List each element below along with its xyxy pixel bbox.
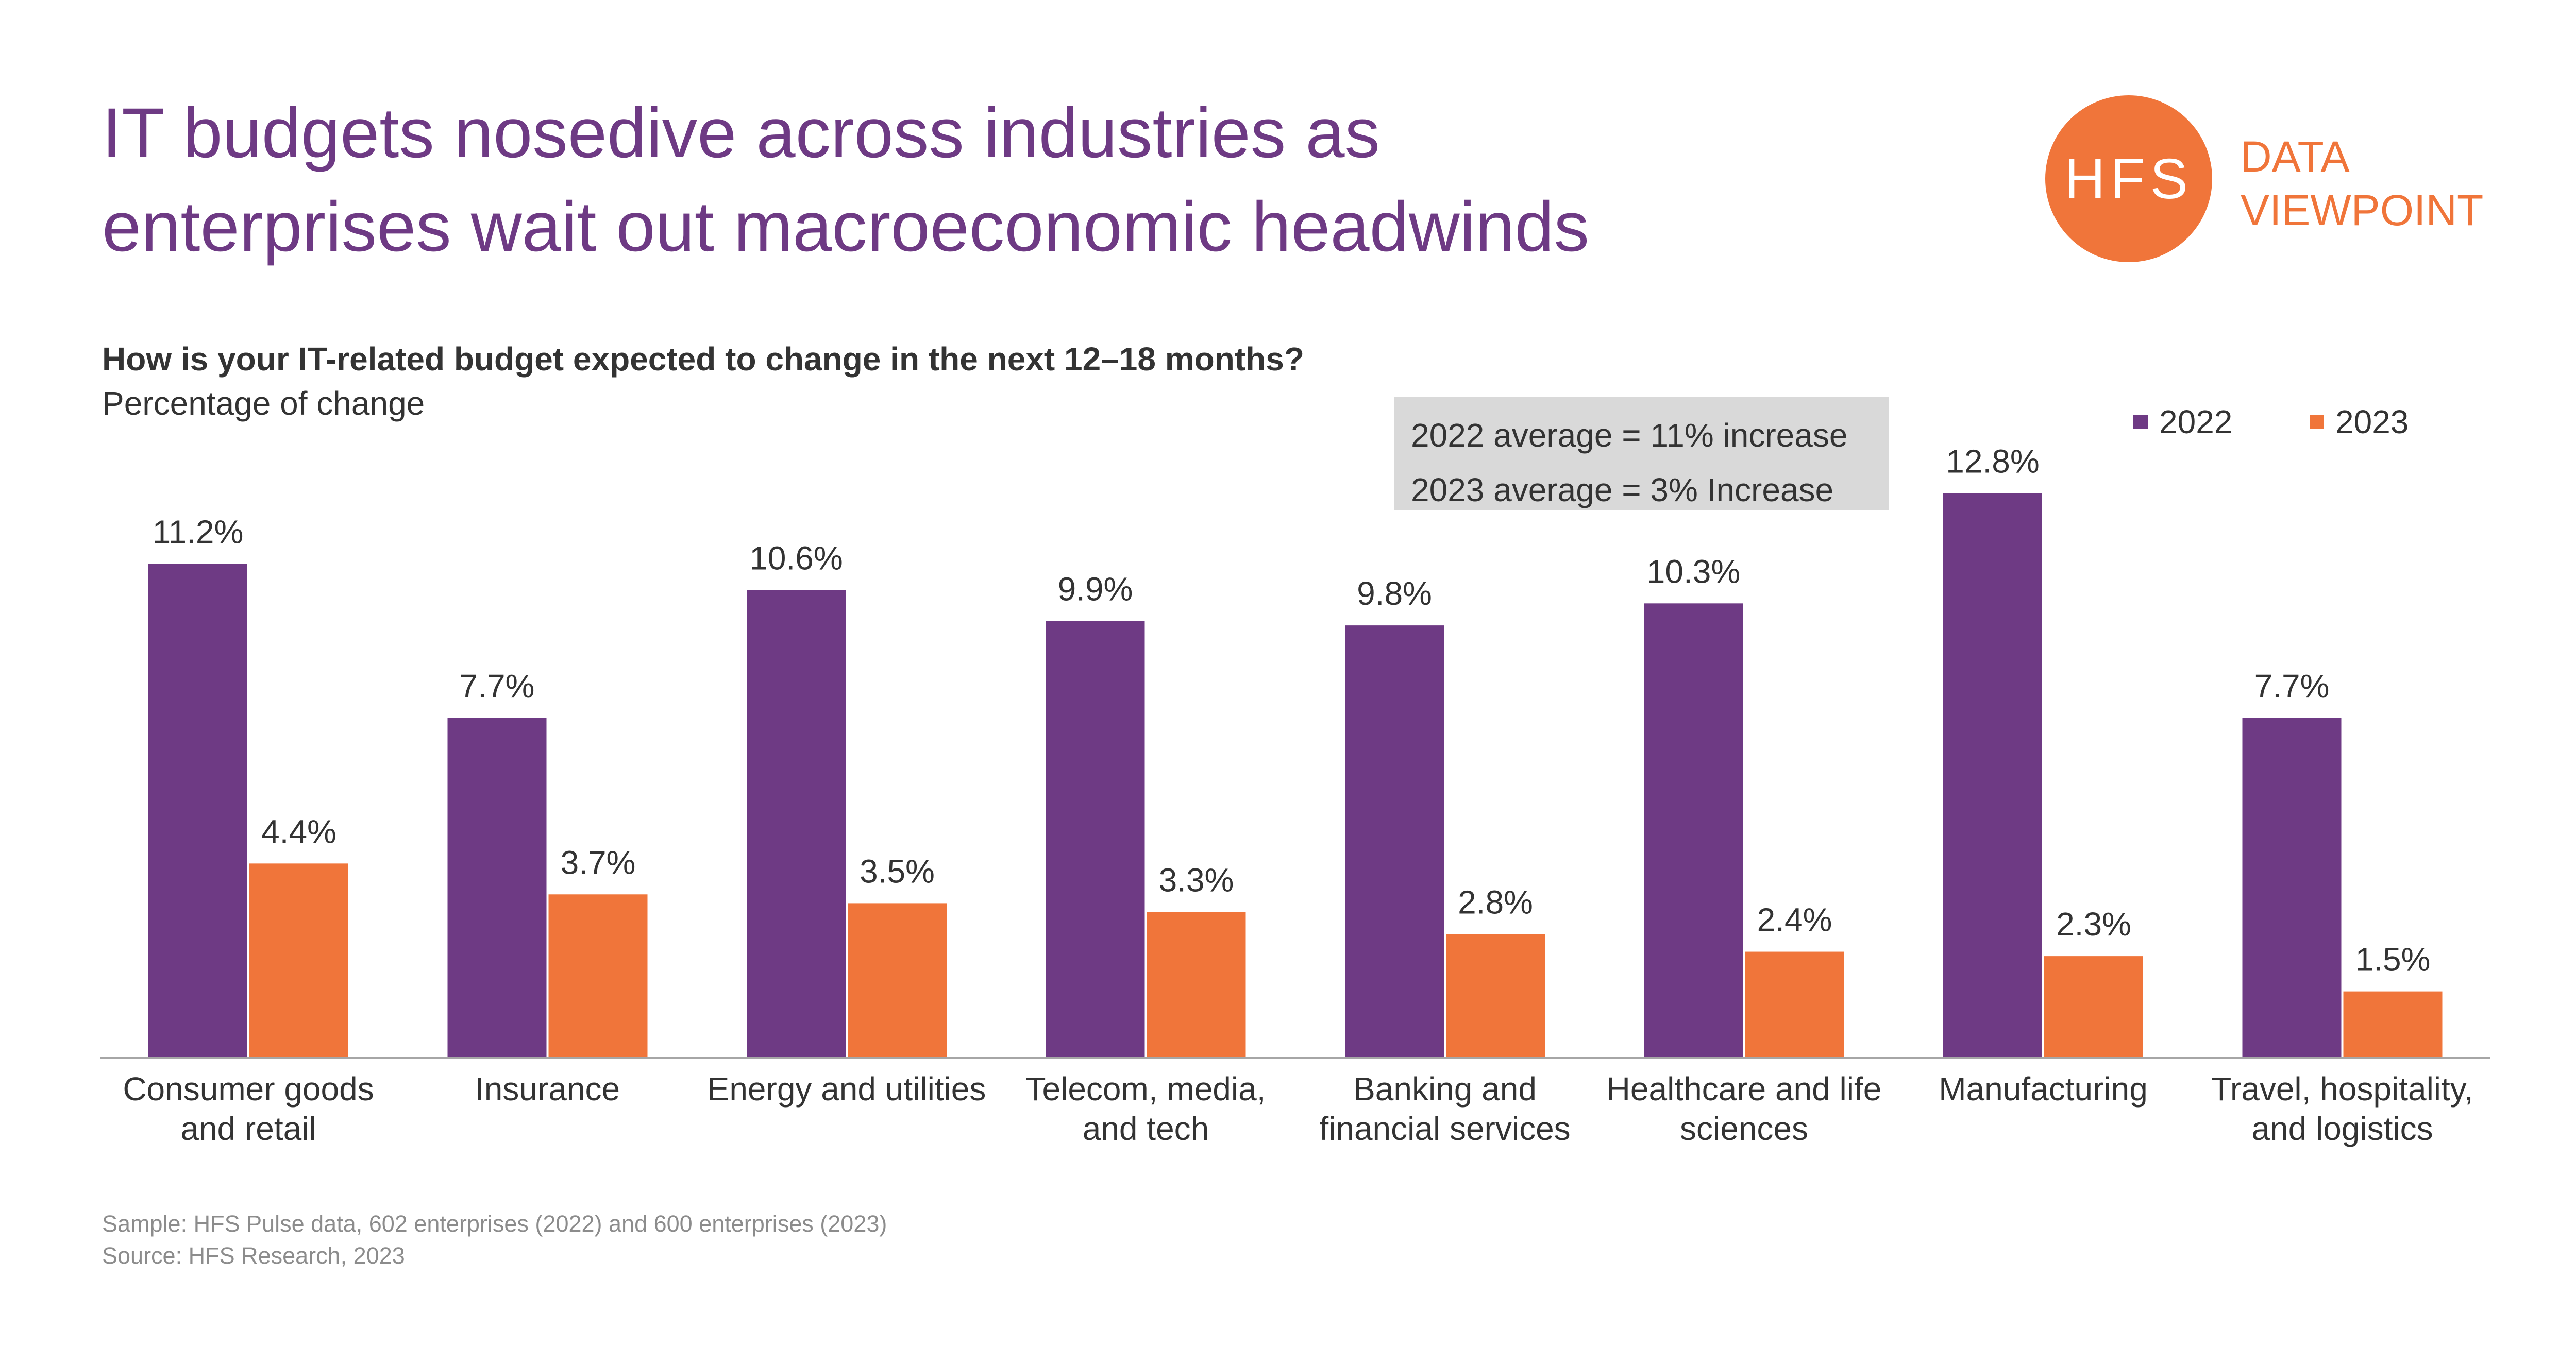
page-title: IT budgets nosedive across industries as…	[102, 87, 1957, 274]
category-label-6-0: Manufacturing	[1939, 1070, 2148, 1108]
bar-2023-7	[2343, 991, 2443, 1058]
category-label-5-1: sciences	[1680, 1110, 1808, 1147]
bar-value-label-2022-5: 10.3%	[1647, 553, 1740, 590]
bar-2022-7	[2242, 718, 2342, 1058]
bar-2023-1	[548, 894, 648, 1058]
bar-2022-1	[447, 718, 547, 1058]
category-label-3-0: Telecom, media,	[1026, 1070, 1266, 1108]
chart-footer: Sample: HFS Pulse data, 602 enterprises …	[102, 1208, 887, 1272]
bar-2023-2	[848, 903, 947, 1058]
category-label-4-0: Banking and	[1353, 1070, 1537, 1108]
bar-2022-4	[1345, 625, 1444, 1058]
bar-2022-5	[1644, 603, 1743, 1058]
legend-item-2023: 2023	[2310, 403, 2409, 441]
average-2022: 2022 average = 11% increase	[1411, 417, 1848, 454]
bar-value-label-2022-2: 10.6%	[749, 540, 843, 577]
bar-2023-5	[1745, 951, 1844, 1058]
legend-swatch-2022	[2133, 415, 2148, 429]
category-label-7-1: and logistics	[2251, 1110, 2433, 1147]
legend-label-2022: 2022	[2159, 403, 2233, 440]
bar-2023-6	[2044, 956, 2143, 1058]
sample-note: Sample: HFS Pulse data, 602 enterprises …	[102, 1211, 887, 1237]
legend-item-2022: 2022	[2133, 403, 2232, 441]
bar-2023-4	[1446, 934, 1545, 1058]
bar-value-label-2023-5: 2.4%	[1757, 901, 1832, 939]
average-callout: 2022 average = 11% increase 2023 average…	[1394, 397, 1889, 510]
legend-label-2023: 2023	[2335, 403, 2409, 440]
data-viewpoint-label: DATA VIEWPOINT	[2241, 130, 2483, 237]
title-line-1: IT budgets nosedive across industries as	[102, 94, 1380, 173]
bar-value-label-2022-1: 7.7%	[460, 668, 535, 705]
bar-value-label-2023-0: 4.4%	[261, 813, 336, 850]
category-label-5-0: Healthcare and life	[1607, 1070, 1882, 1108]
hfs-logo-mark: HFS	[2064, 147, 2193, 211]
bar-value-label-2022-0: 11.2%	[153, 513, 244, 550]
bar-value-label-2023-7: 1.5%	[2355, 941, 2431, 978]
chart-subtitle: Percentage of change	[102, 385, 425, 422]
bar-2022-2	[747, 590, 846, 1058]
bar-2022-3	[1046, 621, 1145, 1058]
bar-value-label-2023-6: 2.3%	[2056, 906, 2131, 943]
bar-2023-0	[249, 863, 348, 1058]
category-label-4-1: financial services	[1319, 1110, 1570, 1147]
bar-value-label-2022-3: 9.9%	[1058, 571, 1133, 608]
category-label-7-0: Travel, hospitality,	[2211, 1070, 2473, 1108]
bar-value-label-2023-3: 3.3%	[1159, 862, 1234, 899]
bar-2022-6	[1943, 493, 2042, 1058]
bar-value-label-2022-7: 7.7%	[2254, 668, 2330, 705]
category-label-1-0: Insurance	[475, 1070, 620, 1108]
bar-value-label-2022-6: 12.8%	[1946, 442, 2039, 480]
legend-swatch-2023	[2310, 415, 2324, 429]
bar-2022-0	[148, 564, 247, 1058]
bar-value-label-2023-4: 2.8%	[1458, 883, 1533, 921]
category-label-0-1: and retail	[180, 1110, 316, 1147]
category-label-0-0: Consumer goods	[123, 1070, 374, 1108]
category-label-3-1: and tech	[1083, 1110, 1209, 1147]
hfs-logo: HFS	[2045, 95, 2212, 262]
category-label-2-0: Energy and utilities	[708, 1070, 986, 1108]
data-viewpoint-line-2: VIEWPOINT	[2241, 186, 2484, 234]
data-viewpoint-line-1: DATA	[2241, 132, 2350, 181]
bar-value-label-2023-2: 3.5%	[860, 853, 935, 890]
bar-value-label-2023-1: 3.7%	[561, 844, 636, 881]
chart-question: How is your IT-related budget expected t…	[102, 340, 1304, 378]
source-note: Source: HFS Research, 2023	[102, 1242, 405, 1269]
title-line-2: enterprises wait out macroeconomic headw…	[102, 188, 1590, 266]
bar-2023-3	[1147, 912, 1246, 1058]
bar-value-label-2022-4: 9.8%	[1357, 575, 1432, 612]
average-2023: 2023 average = 3% Increase	[1411, 471, 1834, 508]
